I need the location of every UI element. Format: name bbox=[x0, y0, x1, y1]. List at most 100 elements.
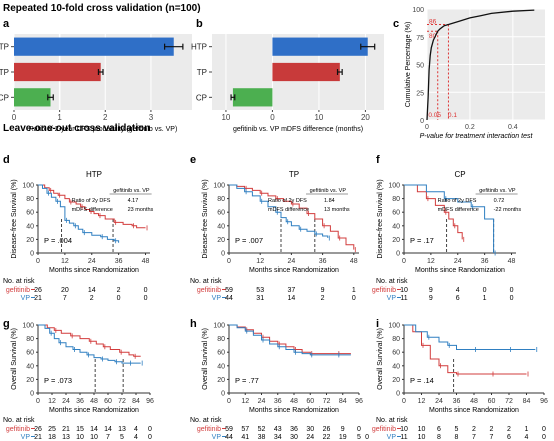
risk-count: 26 bbox=[34, 426, 42, 433]
x-tick-label: 12 bbox=[418, 398, 426, 405]
p-value: P = .17 bbox=[410, 236, 434, 245]
x-tick-label: 2 bbox=[103, 113, 108, 122]
p-value: P = .007 bbox=[235, 236, 263, 245]
risk-count: 31 bbox=[256, 295, 264, 302]
x-tick-label: 3 bbox=[149, 113, 154, 122]
panel-label-i: i bbox=[376, 318, 379, 330]
risk-count: 0 bbox=[510, 295, 514, 302]
risk-row-label: gefitinib bbox=[372, 426, 396, 433]
p-value: P = .77 bbox=[235, 376, 259, 385]
y-tick-label: 20 bbox=[26, 377, 34, 384]
y-tick-label: 40 bbox=[217, 223, 225, 230]
y-tick-label: 20 bbox=[217, 377, 225, 384]
inset-row-label: mDFS difference bbox=[438, 207, 479, 213]
risk-count: 6 bbox=[437, 426, 441, 433]
panel-b: 10 0 10 20 HTP TP CP gefitinib vs. VP mDFS diff… bbox=[191, 34, 384, 133]
y-axis-label: Overall Survival (%) bbox=[202, 328, 209, 390]
km-curve-vp bbox=[404, 184, 495, 253]
x-tick-label: 36 bbox=[274, 398, 282, 405]
risk-count: 34 bbox=[274, 434, 282, 441]
panel-label-f: f bbox=[376, 154, 380, 166]
risk-count: 14 bbox=[288, 295, 296, 302]
risk-count: 13 bbox=[118, 426, 126, 433]
risk-count: 14 bbox=[104, 426, 112, 433]
panel-label-g: g bbox=[3, 318, 10, 330]
panel-title: HTP bbox=[86, 170, 102, 179]
x-axis-label: Months since Randomization bbox=[49, 407, 139, 414]
panel-label-d: d bbox=[3, 154, 10, 166]
risk-count: 30 bbox=[290, 434, 298, 441]
risk-count: 6 bbox=[456, 295, 460, 302]
x-tick-label: 72 bbox=[505, 398, 513, 405]
inset-header: gefitinib vs. VP bbox=[113, 188, 150, 194]
risk-count: 7 bbox=[63, 295, 67, 302]
risk-row-label: gefitinib bbox=[197, 287, 221, 294]
risk-count: 25 bbox=[48, 426, 56, 433]
y-tick-label: 50 bbox=[416, 63, 424, 70]
risk-count: 10 bbox=[400, 426, 408, 433]
section-title-bottom: Leave-one-out cross validation bbox=[3, 123, 150, 134]
risk-count: 0 bbox=[144, 295, 148, 302]
category-label: TP bbox=[0, 68, 9, 77]
x-axis-label: Months since Randomization bbox=[249, 267, 339, 274]
inset-row-value: 0.72 bbox=[494, 198, 505, 204]
x-tick-label: 0 bbox=[227, 258, 231, 265]
y-tick-label: 40 bbox=[26, 223, 34, 230]
risk-count: 0 bbox=[148, 426, 152, 433]
km-curve-vp bbox=[229, 324, 351, 356]
risk-row-label: gefitinib bbox=[6, 426, 30, 433]
highlight-y-label: 86 bbox=[429, 19, 437, 26]
km-curve-vp bbox=[38, 324, 141, 364]
panel-title: TP bbox=[289, 170, 299, 179]
risk-count: 57 bbox=[241, 426, 249, 433]
x-tick-label: 48 bbox=[508, 258, 516, 265]
panel-label-h: h bbox=[190, 318, 197, 330]
x-tick-label: 0.2 bbox=[465, 124, 475, 131]
risk-count: 8 bbox=[455, 434, 459, 441]
x-tick-label: 60 bbox=[104, 398, 112, 405]
y-tick-label: 20 bbox=[217, 237, 225, 244]
x-tick-label: 0 bbox=[425, 124, 429, 131]
x-tick-label: 24 bbox=[88, 258, 96, 265]
risk-count: 22 bbox=[323, 434, 331, 441]
risk-row-label: VP bbox=[21, 434, 31, 441]
risk-count: 0 bbox=[483, 287, 487, 294]
x-tick-label: 24 bbox=[258, 398, 266, 405]
x-tick-label: 84 bbox=[132, 398, 140, 405]
x-tick-label: 20 bbox=[361, 113, 370, 122]
y-tick-label: 0 bbox=[30, 391, 34, 398]
risk-count: 9 bbox=[429, 287, 433, 294]
p-value: P = .073 bbox=[44, 376, 72, 385]
risk-count: 14 bbox=[88, 287, 96, 294]
category-label: CP bbox=[196, 93, 207, 102]
x-tick-label: 12 bbox=[427, 258, 435, 265]
inset-row-label: mDFS difference bbox=[72, 207, 113, 213]
x-axis-label: Ratio of 2-year DFS probability (gefitin… bbox=[29, 126, 178, 133]
risk-count: 37 bbox=[288, 287, 296, 294]
km-curve-gefitinib bbox=[38, 184, 146, 229]
x-tick-label: 72 bbox=[323, 398, 331, 405]
y-axis-label: Overall Survival (%) bbox=[377, 328, 384, 390]
risk-row-label: VP bbox=[387, 295, 397, 302]
x-tick-label: 84 bbox=[339, 398, 347, 405]
risk-header: No. at risk bbox=[3, 417, 35, 424]
category-label: CP bbox=[0, 93, 9, 102]
y-axis-label: Disease-free Survival (%) bbox=[377, 179, 384, 258]
risk-count: 53 bbox=[256, 287, 264, 294]
y-tick-label: 100 bbox=[388, 323, 400, 330]
y-tick-label: 100 bbox=[388, 183, 400, 190]
risk-header: No. at risk bbox=[376, 278, 408, 285]
risk-count: 7 bbox=[472, 434, 476, 441]
risk-row-label: VP bbox=[212, 295, 222, 302]
x-tick-label: 96 bbox=[146, 398, 154, 405]
panel-label-e: e bbox=[190, 154, 196, 166]
risk-count: 19 bbox=[339, 434, 347, 441]
y-axis-label: Disease-free Survival (%) bbox=[11, 179, 18, 258]
km-curve-gefitinib bbox=[229, 184, 355, 250]
x-tick-label: 0 bbox=[36, 398, 40, 405]
x-tick-label: 24 bbox=[288, 258, 296, 265]
